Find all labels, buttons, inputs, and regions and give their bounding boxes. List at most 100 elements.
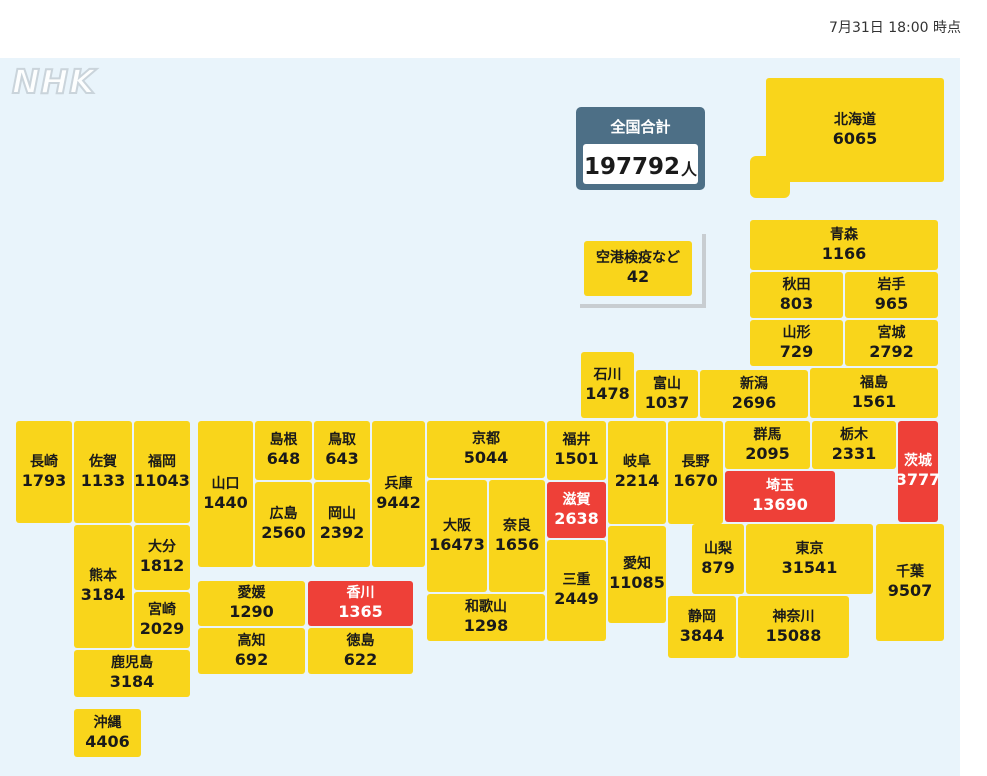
prefecture-tile-hyogo[interactable]: 兵庫 9442 (372, 421, 425, 567)
prefecture-tile-osaka[interactable]: 大阪 16473 (427, 480, 487, 592)
prefecture-count: 2392 (319, 523, 365, 543)
prefecture-tile-tokushima[interactable]: 徳島 622 (308, 628, 413, 674)
prefecture-tile-yamanashi[interactable]: 山梨 879 (692, 524, 744, 594)
prefecture-name: 高知 (237, 632, 266, 649)
prefecture-name: 東京 (795, 540, 824, 557)
prefecture-tile-wakayama[interactable]: 和歌山 1298 (427, 594, 545, 641)
prefecture-count: 2449 (554, 589, 599, 609)
prefecture-name: 宮城 (877, 324, 906, 341)
prefecture-count: 1656 (494, 534, 540, 554)
prefecture-tile-gunma[interactable]: 群馬 2095 (725, 421, 810, 469)
prefecture-tile-kagoshima[interactable]: 鹿児島 3184 (74, 650, 190, 697)
prefecture-name: 神奈川 (772, 608, 815, 625)
prefecture-tile-airport[interactable]: 空港検疫など 42 (584, 241, 692, 296)
prefecture-name: 埼玉 (766, 478, 794, 495)
national-total-label: 全国合計 (610, 118, 671, 136)
prefecture-tile-aomori[interactable]: 青森 1166 (750, 220, 938, 270)
prefecture-tile-akita[interactable]: 秋田 803 (750, 272, 843, 318)
prefecture-count: 6065 (832, 128, 878, 148)
prefecture-tile-nagasaki[interactable]: 長崎 1793 (16, 421, 72, 523)
prefecture-tile-nagano[interactable]: 長野 1670 (668, 421, 723, 524)
prefecture-tile-okinawa[interactable]: 沖縄 4406 (74, 709, 141, 757)
prefecture-tile-kochi[interactable]: 高知 692 (198, 628, 305, 674)
prefecture-tile-chiba[interactable]: 千葉 9507 (876, 524, 944, 641)
prefecture-tile-ehime[interactable]: 愛媛 1290 (198, 581, 305, 626)
prefecture-count: 1166 (821, 243, 867, 263)
prefecture-tile-nara[interactable]: 奈良 1656 (489, 480, 545, 592)
national-total-unit: 人 (681, 160, 698, 179)
prefecture-name: 長野 (681, 454, 710, 471)
prefecture-tile-miyazaki[interactable]: 宮崎 2029 (134, 592, 190, 648)
prefecture-name: 山口 (211, 475, 240, 492)
prefecture-name: 熊本 (89, 568, 117, 585)
prefecture-name: 群馬 (753, 426, 782, 443)
prefecture-tile-kyoto[interactable]: 京都 5044 (427, 421, 545, 478)
prefecture-tile-kanagawa[interactable]: 神奈川 15088 (738, 596, 849, 658)
prefecture-tile-shimane[interactable]: 島根 648 (255, 421, 312, 480)
prefecture-name: 長崎 (30, 453, 58, 470)
prefecture-name: 鹿児島 (111, 655, 153, 672)
prefecture-tile-saitama[interactable]: 埼玉 13690 (725, 471, 835, 522)
prefecture-tile-niigata[interactable]: 新潟 2696 (700, 370, 808, 418)
prefecture-count: 1298 (463, 616, 509, 636)
prefecture-tile-aichi[interactable]: 愛知 11085 (608, 526, 666, 623)
prefecture-name: 青森 (830, 226, 858, 243)
prefecture-tile-fukushima[interactable]: 福島 1561 (810, 368, 938, 418)
prefecture-count: 1440 (203, 492, 248, 512)
prefecture-count: 2696 (731, 392, 777, 412)
prefecture-name: 奈良 (503, 517, 531, 534)
prefecture-count: 3184 (80, 585, 126, 605)
prefecture-tile-yamagata[interactable]: 山形 729 (750, 320, 843, 366)
prefecture-tile-fukui[interactable]: 福井 1501 (547, 421, 606, 480)
prefecture-name: 北海道 (834, 111, 876, 128)
prefecture-count: 16473 (429, 534, 485, 554)
prefecture-count: 1812 (139, 556, 185, 576)
prefecture-count: 3844 (679, 625, 725, 645)
prefecture-count: 1037 (644, 392, 690, 412)
prefecture-tile-tokyo[interactable]: 東京 31541 (746, 524, 873, 594)
prefecture-tile-shiga[interactable]: 滋賀 2638 (547, 482, 606, 538)
prefecture-tile-kumamoto[interactable]: 熊本 3184 (74, 525, 132, 648)
prefecture-tile-shizuoka[interactable]: 静岡 3844 (668, 596, 736, 658)
prefecture-name: 空港検疫など (596, 250, 680, 267)
prefecture-tile-saga[interactable]: 佐賀 1133 (74, 421, 132, 523)
prefecture-tile-hokkaido[interactable]: 北海道 6065 (766, 78, 944, 182)
prefecture-name: 宮崎 (148, 601, 176, 618)
prefecture-tile-toyama[interactable]: 富山 1037 (636, 370, 698, 418)
prefecture-tile-ishikawa[interactable]: 石川 1478 (581, 352, 634, 418)
prefecture-tile-ibaraki[interactable]: 茨城 3777 (896, 421, 940, 522)
prefecture-count: 1793 (21, 470, 67, 490)
prefecture-name: 愛媛 (237, 585, 266, 602)
prefecture-tile-mie[interactable]: 三重 2449 (547, 540, 606, 641)
prefecture-count: 1670 (673, 471, 718, 491)
prefecture-count: 3184 (109, 672, 155, 692)
prefecture-tile-iwate[interactable]: 岩手 965 (845, 272, 938, 318)
prefecture-count: 2331 (831, 443, 877, 463)
prefecture-tile-fukuoka[interactable]: 福岡 11043 (134, 421, 190, 523)
prefecture-name: 和歌山 (465, 599, 507, 616)
prefecture-name: 新潟 (740, 375, 768, 392)
prefecture-name: 石川 (593, 366, 622, 383)
prefecture-count: 1501 (554, 449, 599, 469)
prefecture-name: 大阪 (443, 517, 471, 534)
prefecture-count: 643 (325, 449, 359, 469)
prefecture-name: 大分 (148, 539, 176, 556)
prefecture-tile-oita[interactable]: 大分 1812 (134, 525, 190, 590)
prefecture-tile-okayama[interactable]: 岡山 2392 (314, 482, 370, 567)
prefecture-count: 1561 (851, 391, 897, 411)
prefecture-count: 2638 (554, 508, 599, 528)
prefecture-tile-kagawa[interactable]: 香川 1365 (308, 581, 413, 626)
prefecture-tile-yamaguchi[interactable]: 山口 1440 (198, 421, 253, 567)
prefecture-count: 11043 (134, 470, 190, 490)
prefecture-name: 佐賀 (89, 453, 117, 470)
prefecture-tile-tochigi[interactable]: 栃木 2331 (812, 421, 896, 469)
prefecture-tile-gifu[interactable]: 岐阜 2214 (608, 421, 666, 524)
prefecture-count: 42 (626, 267, 650, 287)
prefecture-tile-tottori[interactable]: 鳥取 643 (314, 421, 370, 480)
prefecture-tile-miyagi[interactable]: 宮城 2792 (845, 320, 938, 366)
prefecture-tile-hiroshima[interactable]: 広島 2560 (255, 482, 312, 567)
prefecture-name: 鳥取 (328, 432, 356, 449)
prefecture-name: 山形 (782, 324, 811, 341)
prefecture-count: 5044 (463, 448, 509, 468)
prefecture-name: 福島 (860, 374, 888, 391)
